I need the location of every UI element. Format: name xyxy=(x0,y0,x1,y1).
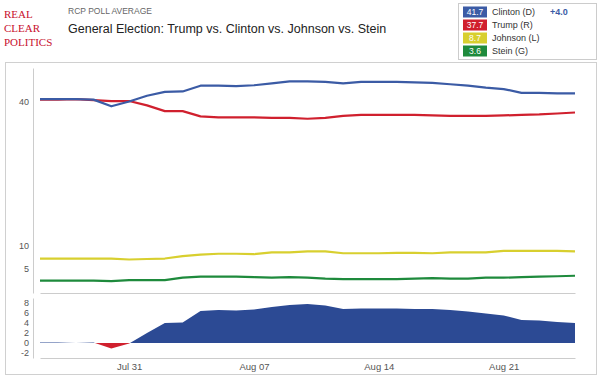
title: General Election: Trump vs. Clinton vs. … xyxy=(68,22,386,36)
legend-value: 41.7 xyxy=(467,7,484,17)
legend-value: 3.6 xyxy=(469,46,481,56)
legend-entry: 3.6 Stein (G) xyxy=(463,46,528,57)
area-negative xyxy=(40,343,575,349)
tick: 4 xyxy=(24,318,33,328)
tick-label: 0 xyxy=(24,338,29,348)
tick: -2 xyxy=(21,348,33,358)
tick-label: Aug 07 xyxy=(239,361,269,372)
legend: 41.7 Clinton (D) +4.0 37.7 Trump (R) 8.7 Johns… xyxy=(459,4,597,60)
legend-label: Stein (G) xyxy=(492,46,528,56)
legend-swatch xyxy=(463,20,487,31)
plot-area xyxy=(40,304,575,349)
tick: 5 xyxy=(24,264,33,274)
tick: 40 xyxy=(19,97,33,107)
legend-label: Trump (R) xyxy=(492,20,533,30)
legend-lead: +4.0 xyxy=(550,7,568,17)
tick: 10 xyxy=(19,241,33,251)
legend-value: 8.7 xyxy=(469,33,481,43)
logo-text: CLEAR xyxy=(4,22,41,34)
y-axis: -202468 xyxy=(21,298,34,358)
tick-label: Aug 14 xyxy=(364,361,394,372)
tick: 6 xyxy=(24,308,33,318)
x-axis: Jul 31 Aug 07 Aug 14 Aug 21 xyxy=(41,358,576,372)
chart-root: REAL CLEAR POLITICS RCP POLL AVERAGE General… xyxy=(0,0,600,376)
tick: Jul 31 xyxy=(117,358,142,372)
tick-label: 2 xyxy=(24,328,29,338)
tick-label: 6 xyxy=(24,308,29,318)
tick-label: 4 xyxy=(24,318,29,328)
logo: REAL CLEAR POLITICS xyxy=(4,8,52,48)
chart-panel xyxy=(6,63,597,375)
axis-line xyxy=(33,299,34,359)
legend-swatch xyxy=(463,33,487,44)
tick-label: Jul 31 xyxy=(117,361,142,372)
area-positive xyxy=(40,304,575,343)
tick: Aug 21 xyxy=(489,358,519,372)
tick-label: 40 xyxy=(19,97,29,107)
tick: Aug 14 xyxy=(364,358,394,372)
tick-label: 8 xyxy=(24,298,29,308)
tick-label: -2 xyxy=(21,348,29,358)
spread-area xyxy=(40,304,575,343)
plot-lines xyxy=(40,81,575,281)
series-line xyxy=(40,99,575,119)
legend-label: Johnson (L) xyxy=(492,33,540,43)
legend-swatch xyxy=(463,46,487,57)
tick: 2 xyxy=(24,328,33,338)
legend-label: Clinton (D) xyxy=(492,7,535,17)
legend-entry: 37.7 Trump (R) xyxy=(463,20,533,31)
axis-line xyxy=(41,358,576,359)
tick-label: Aug 21 xyxy=(489,361,519,372)
axis-line xyxy=(33,69,34,294)
tick: Aug 07 xyxy=(239,358,269,372)
tick-label: 5 xyxy=(24,264,29,274)
spread-area xyxy=(40,343,575,349)
tick-label: 10 xyxy=(19,241,29,251)
legend-swatch xyxy=(463,7,487,18)
series-line xyxy=(40,81,575,106)
legend-box xyxy=(459,4,597,60)
logo-text: POLITICS xyxy=(4,36,52,48)
tick: 8 xyxy=(24,298,33,308)
legend-value: 37.7 xyxy=(467,20,484,30)
axis-line xyxy=(41,293,576,294)
series-line xyxy=(40,251,575,260)
x-axis xyxy=(41,293,576,294)
legend-entry: 41.7 Clinton (D) +4.0 xyxy=(463,7,568,18)
legend-entry: 8.7 Johnson (L) xyxy=(463,33,540,44)
y-axis: 5 10 40 xyxy=(19,69,34,294)
logo-text: REAL xyxy=(4,8,33,20)
series-line xyxy=(40,276,575,281)
tick: 0 xyxy=(24,338,33,348)
subtitle: RCP POLL AVERAGE xyxy=(68,6,152,16)
